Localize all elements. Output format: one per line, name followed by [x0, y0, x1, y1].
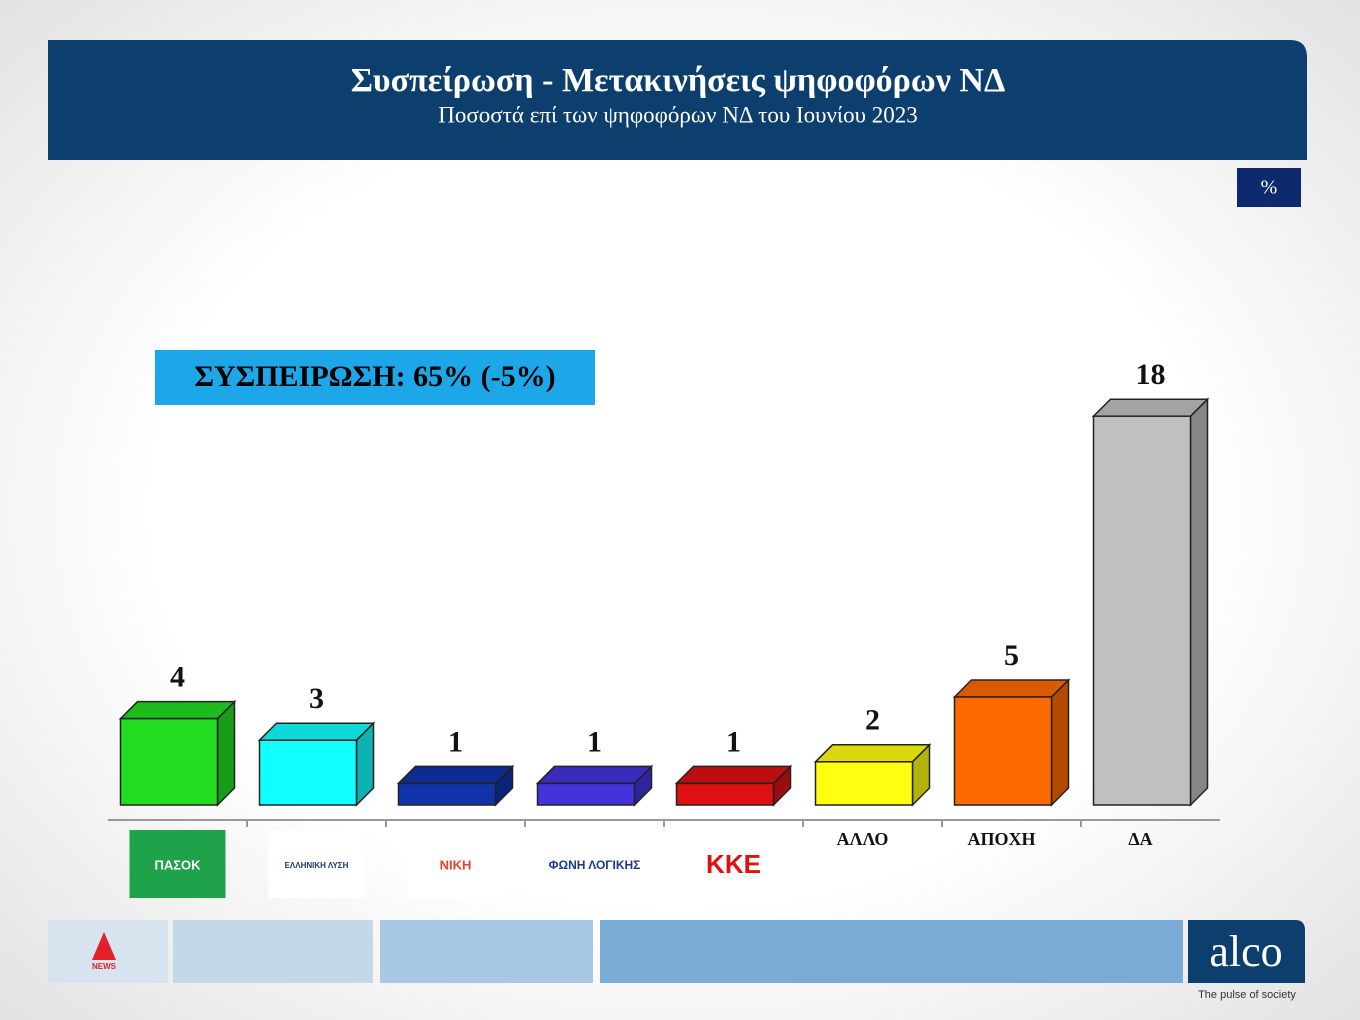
chart-title: Συσπείρωση - Μετακινήσεις ψηφοφόρων ΝΔ — [351, 62, 1006, 99]
channel-label: NEWS — [92, 962, 117, 971]
x-tick-label: ΕΛΛΗΝΙΚΗ ΛΥΣΗ — [285, 861, 349, 870]
chart-subtitle: Ποσοστά επί των ψηφοφόρων ΝΔ του Ιουνίου… — [438, 102, 917, 127]
value-label: 1 — [587, 725, 602, 758]
category-logo — [268, 830, 365, 898]
bar-top — [535, 765, 654, 785]
bar — [258, 739, 358, 806]
value-label: 1 — [726, 725, 741, 758]
value-label: 5 — [1004, 639, 1019, 672]
bar — [119, 717, 219, 806]
brand: alco — [1209, 927, 1282, 976]
value-label: 3 — [309, 682, 324, 715]
bar — [814, 761, 914, 806]
unit-badge — [1237, 168, 1301, 207]
footer-box — [173, 920, 373, 983]
brand-box — [1188, 920, 1305, 983]
x-tick-label: ΝΙΚΗ — [440, 857, 472, 872]
category-logo — [685, 830, 782, 898]
value-label: 2 — [865, 704, 880, 737]
bar-top — [396, 765, 515, 785]
bar-side — [1050, 678, 1070, 807]
x-tick-label: ΦΩΝΗ ΛΟΓΙΚΗΣ — [549, 858, 641, 872]
bar — [675, 782, 775, 806]
x-tick-label: ΚΚΕ — [706, 849, 761, 879]
x-tick-label: ΑΠΟΧΗ — [967, 829, 1035, 849]
bar-side — [1189, 397, 1209, 807]
bar-top — [1091, 398, 1210, 417]
annotation-box — [155, 350, 595, 405]
value-label: 4 — [170, 660, 185, 693]
annotation: ΣΥΣΠΕΙΡΩΣΗ: 65% (-5%) — [194, 360, 555, 393]
x-tick-label: ΑΛΛΟ — [837, 829, 889, 849]
x-tick-label: ΠΑΣΟΚ — [154, 857, 201, 872]
category-logo — [546, 830, 643, 898]
bar — [397, 782, 497, 806]
bar — [953, 696, 1053, 806]
header-band — [48, 40, 1307, 160]
bar-top — [952, 679, 1071, 698]
bar — [1092, 415, 1192, 806]
bar-top — [813, 744, 932, 763]
footer-box — [380, 920, 593, 983]
category-logo — [407, 830, 504, 898]
bar-top — [674, 765, 793, 785]
unit-label: % — [1261, 177, 1278, 199]
bar-top — [118, 700, 237, 720]
category-logo — [129, 830, 226, 898]
channel-logo — [92, 932, 116, 960]
bar-top — [257, 722, 376, 741]
value-label: 18 — [1136, 358, 1166, 391]
tagline: The pulse of society — [1198, 989, 1296, 1001]
value-label: 1 — [448, 725, 463, 758]
footer-box — [600, 920, 1183, 983]
bar — [536, 782, 636, 806]
x-tick-label: ΔΑ — [1128, 829, 1152, 849]
